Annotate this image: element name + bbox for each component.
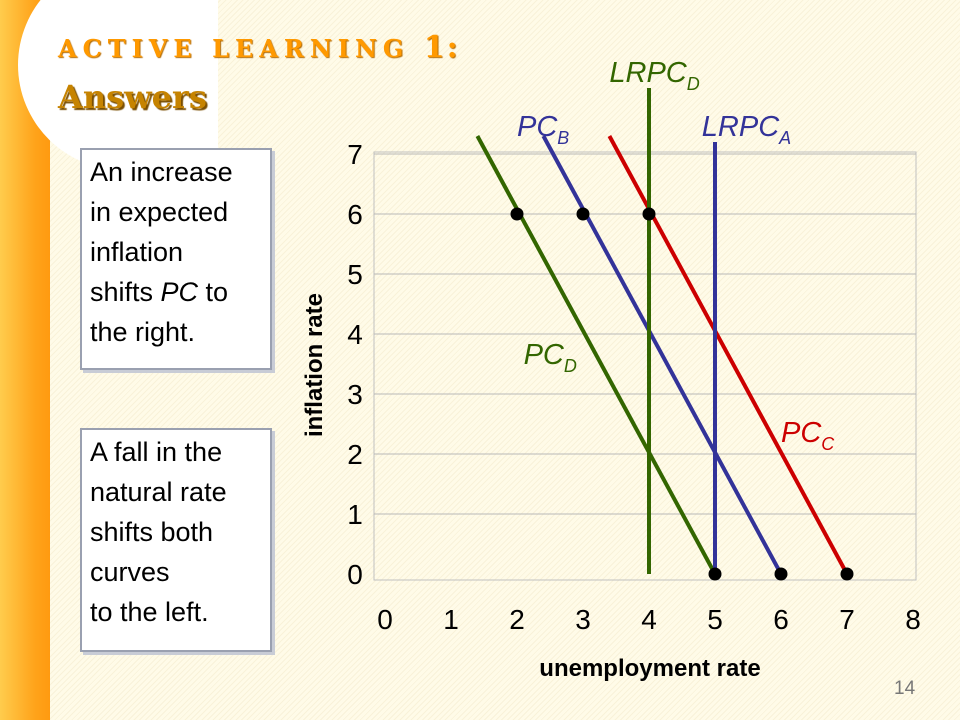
y-tick-label: 6 <box>347 199 363 230</box>
x-tick-label: 1 <box>443 604 459 635</box>
y-tick-label: 3 <box>347 379 363 410</box>
x-axis-title: unemployment rate <box>539 655 760 682</box>
label-lrpc-a: LRPCA <box>702 111 791 148</box>
note2-line: shifts both <box>90 517 214 547</box>
note1-line: the right. <box>90 317 196 347</box>
label-pc-b: PCB <box>517 111 569 148</box>
series-pc-c <box>607 135 849 575</box>
y-tick-label: 2 <box>347 439 363 470</box>
page-number: 14 <box>894 678 916 699</box>
note1-line: in expected <box>90 197 229 227</box>
series-pc-b <box>541 135 783 575</box>
data-point <box>708 567 722 581</box>
note2-line: A fall in the <box>90 437 223 467</box>
title-number: 1: <box>423 30 460 65</box>
note1-line: inflation <box>90 237 184 267</box>
x-tick-label: 5 <box>707 604 723 635</box>
data-point <box>642 207 656 221</box>
y-tick-label: 4 <box>347 319 363 350</box>
label-pc-d: PCD <box>524 339 577 376</box>
label-lrpc-d: LRPCD <box>609 57 699 94</box>
title-tab <box>18 0 218 170</box>
data-point <box>840 567 854 581</box>
x-tick-label: 0 <box>377 604 393 635</box>
note-natural-rate: A fall in the natural rate shifts both c… <box>80 428 272 652</box>
data-point <box>774 567 788 581</box>
note2-line: curves <box>90 557 170 587</box>
note2-line: natural rate <box>90 477 227 507</box>
series-pc-d <box>475 135 717 575</box>
y-axis-title: inflation rate <box>301 293 328 437</box>
slide-title: ACTIVE LEARNING 1: <box>58 30 460 65</box>
x-tick-label: 2 <box>509 604 525 635</box>
x-tick-label: 3 <box>575 604 591 635</box>
data-point <box>576 207 590 221</box>
x-tick-label: 6 <box>773 604 789 635</box>
y-tick-label: 7 <box>347 139 363 170</box>
y-tick-label: 0 <box>347 559 363 590</box>
pc-italic: PC <box>160 277 199 307</box>
slide-subtitle: Answers <box>58 78 207 116</box>
note1-line-italic: shifts PC to <box>90 277 229 307</box>
y-tick-label: 1 <box>347 499 363 530</box>
y-tick-label: 5 <box>347 259 363 290</box>
x-tick-label: 4 <box>641 604 657 635</box>
x-tick-label: 7 <box>839 604 855 635</box>
data-point <box>510 207 524 221</box>
note1-line: An increase <box>90 157 233 187</box>
note-expected-inflation: An increase in expected inflation shifts… <box>80 148 272 370</box>
note2-line: to the left. <box>90 597 209 627</box>
title-line1: ACTIVE LEARNING <box>58 34 410 63</box>
label-pc-c: PCC <box>781 417 835 454</box>
x-tick-label: 8 <box>905 604 921 635</box>
plot-frame <box>373 151 917 581</box>
